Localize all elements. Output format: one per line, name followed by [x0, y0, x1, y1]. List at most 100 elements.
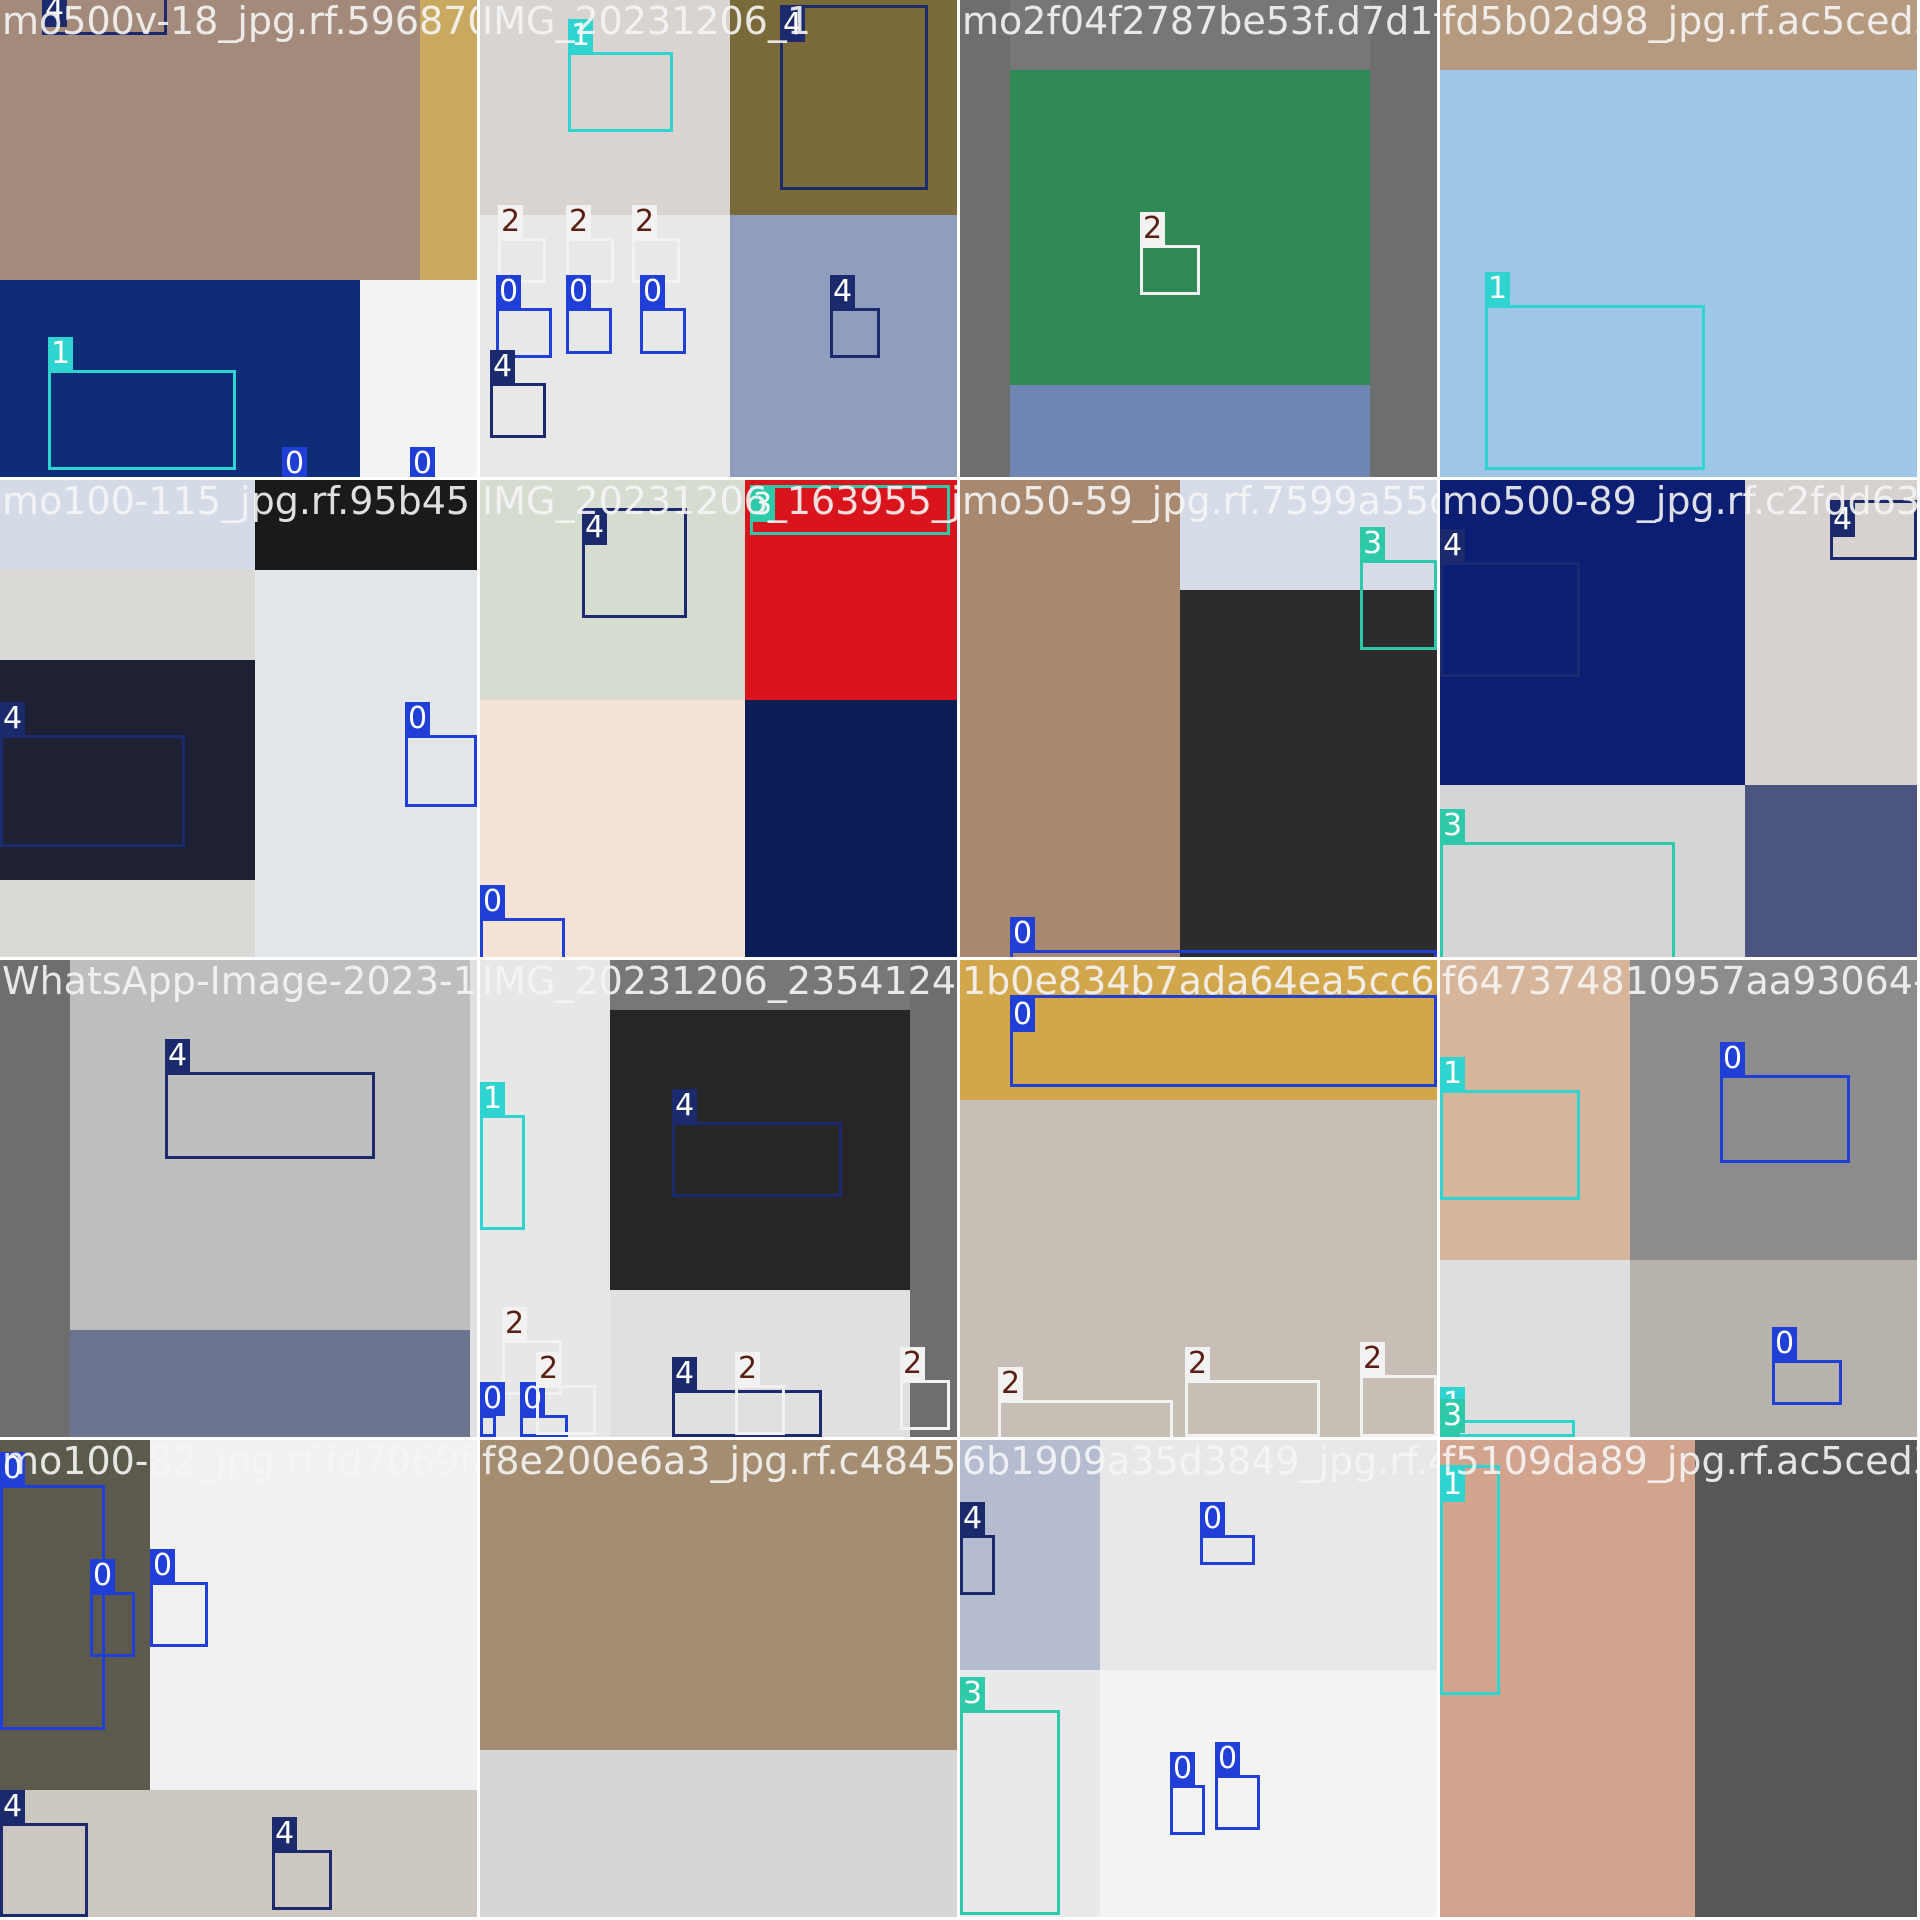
detection-box: 3 [960, 1677, 1060, 1915]
class-label: 1 [48, 337, 74, 371]
image-fragment [255, 570, 477, 957]
detection-box: 1 [1440, 1057, 1580, 1200]
class-label: 0 [480, 885, 506, 919]
class-label: 4 [1830, 503, 1856, 537]
class-label: 0 [1215, 1742, 1241, 1776]
detection-box: 2 [1360, 1342, 1437, 1437]
detection-box: 4 [1440, 529, 1580, 677]
image-fragment [1745, 785, 1917, 957]
detection-box: 2 [1185, 1347, 1320, 1437]
image-fragment [0, 1440, 150, 1790]
class-label: 0 [1010, 917, 1036, 951]
class-label: 2 [1185, 1347, 1211, 1381]
image-fragment [730, 215, 957, 477]
class-label: 4 [165, 1039, 191, 1073]
class-label: 4 [960, 1502, 986, 1536]
class-label: 2 [498, 205, 524, 239]
detection-box: 2 [998, 1367, 1173, 1437]
class-label: 3 [1440, 1399, 1466, 1433]
detection-box: 4 [0, 702, 185, 847]
detection-box: 2 [735, 1352, 785, 1435]
image-fragment [1180, 480, 1437, 590]
class-label: 2 [536, 1352, 562, 1386]
class-label: 0 [282, 447, 308, 477]
detection-box: 1 [568, 19, 673, 132]
image-fragment [480, 1440, 957, 1750]
detection-box: 3 [1440, 809, 1675, 957]
detection-box: 4 [780, 5, 928, 190]
mosaic-tile: WhatsApp-Image-2023-11-24 [0, 960, 477, 1437]
class-label: 1 [1440, 1468, 1466, 1502]
detection-box: 1 [1485, 272, 1705, 470]
image-fragment [1100, 1440, 1437, 1670]
class-label: 3 [1360, 527, 1386, 561]
detection-box: 4 [960, 1502, 995, 1595]
class-label: 4 [672, 1089, 698, 1123]
detection-box: 0 [1772, 1327, 1842, 1405]
detection-box: 0 [566, 275, 612, 354]
detection-box: 4 [1830, 500, 1917, 560]
class-label: 3 [960, 1677, 986, 1711]
image-fragment [1440, 480, 1745, 785]
mosaic-tile: fd5b02d98_jpg.rf.ac5ced39 1 [1440, 0, 1917, 477]
class-label: 2 [900, 1347, 926, 1381]
image-fragment [1630, 960, 1917, 1260]
image-fragment [420, 0, 477, 280]
detection-box: 4 [672, 1357, 822, 1437]
image-fragment [470, 960, 477, 1437]
image-fragment [480, 700, 745, 957]
class-label: 2 [735, 1352, 761, 1386]
detection-box: 1 [1440, 1465, 1500, 1695]
class-label: 0 [0, 1452, 26, 1486]
class-label: 4 [490, 350, 516, 384]
detection-box: 2 [536, 1352, 596, 1435]
image-fragment [1100, 1670, 1437, 1917]
mosaic-tile: IMG_20231206_1 1 4 2 2 2 0 0 0 4 4 [480, 0, 957, 477]
image-fragment [1440, 960, 1630, 1260]
detection-box: 0 [1010, 995, 1437, 1087]
class-label: 1 [1485, 272, 1511, 306]
detection-box: 0 [480, 885, 565, 957]
image-fragment [960, 0, 1010, 477]
mosaic-tile: mo500v-18_jpg.rf.5968708f47b3c4027396643… [0, 0, 477, 477]
detection-box: 3 [750, 485, 950, 535]
class-label: 0 [566, 275, 592, 309]
class-label: 1 [568, 19, 594, 53]
image-fragment [0, 960, 70, 1437]
detection-box: 2 [1140, 212, 1200, 295]
mosaic-tile: mo500-89_jpg.rf.c2fdd63b7 4 4 3 [1440, 480, 1917, 957]
class-label: 3 [1440, 809, 1466, 843]
image-fragment [745, 480, 957, 700]
mosaic-tile: f5109da89_jpg.rf.ac5ced39 1 [1440, 1440, 1917, 1917]
detection-box: 0 [480, 1382, 506, 1437]
detection-box: 0 [0, 1452, 105, 1730]
image-fragment [480, 0, 730, 215]
image-fragment [610, 1010, 910, 1290]
class-label: 4 [0, 1790, 26, 1824]
image-fragment [745, 700, 957, 957]
detection-box: 0 [1720, 1042, 1850, 1163]
detection-box: 0 [405, 702, 477, 807]
image-fragment [0, 1790, 477, 1917]
image-fragment [1370, 0, 1437, 477]
class-label: 0 [405, 702, 431, 736]
class-label: 0 [1720, 1042, 1746, 1076]
image-fragment [1010, 70, 1370, 385]
mosaic-tile: mo100-115_jpg.rf.95b45 4 0 [0, 480, 477, 957]
mosaic-tile: mo2f04f2787be53f.d7d1f744_jpg 2 [960, 0, 1437, 477]
mosaic-tile: f8e200e6a3_jpg.rf.c48452cc0 [480, 1440, 957, 1917]
image-fragment [1440, 0, 1917, 70]
class-label: 2 [1360, 1342, 1386, 1376]
detection-box: 4 [490, 350, 546, 438]
class-label: 4 [42, 0, 68, 27]
image-fragment [150, 1440, 477, 1790]
detection-box: 2 [900, 1347, 950, 1430]
class-label: 2 [502, 1307, 528, 1341]
mosaic-tile: IMG_20231206_235412409_jpg142004222 [480, 960, 957, 1437]
tile-filename: mo2f04f2787be53f.d7d1f744_jpg [962, 0, 1437, 43]
detection-box: 0 [496, 275, 552, 358]
detection-box: 4 [165, 1039, 375, 1159]
image-fragment [70, 1330, 470, 1437]
image-fragment [0, 280, 360, 477]
